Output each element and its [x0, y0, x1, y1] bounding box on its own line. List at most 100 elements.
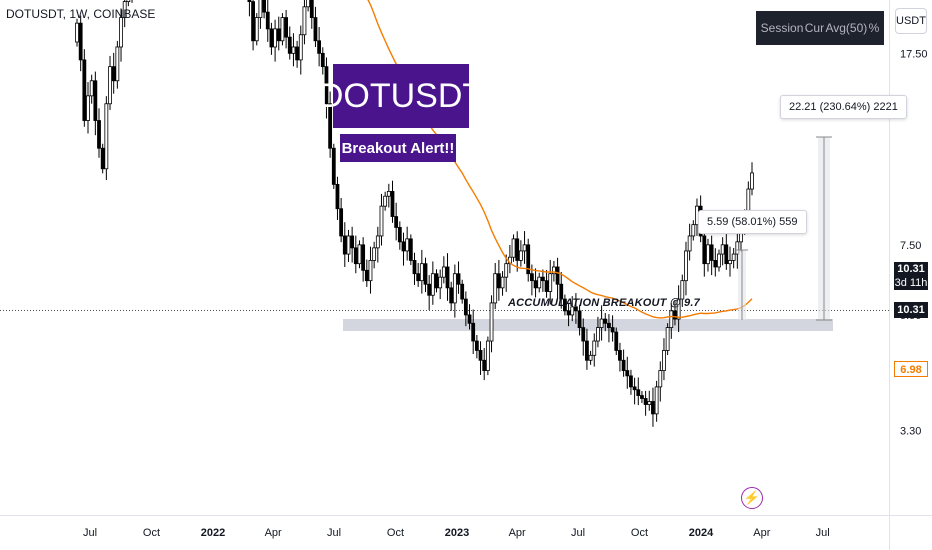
- candle-up: [75, 22, 79, 43]
- ma-value-label: 6.98: [894, 361, 928, 377]
- candle-down: [320, 52, 325, 68]
- candle-down: [460, 283, 465, 300]
- x-tick-label: Oct: [143, 527, 160, 539]
- candle-up: [552, 266, 556, 275]
- candle-up: [548, 273, 553, 292]
- candle-up: [570, 306, 575, 316]
- candle-up: [731, 253, 736, 261]
- candle-up: [115, 46, 120, 82]
- candle-up: [441, 266, 446, 278]
- moving-average-layer: [367, 0, 753, 319]
- candle-down: [544, 280, 549, 292]
- candle-down: [434, 273, 439, 289]
- accumulation-breakout-label: ACCUMULATION BREAKOUT @ 9.7: [508, 297, 700, 309]
- candle-down: [629, 375, 633, 388]
- candle-up: [750, 172, 754, 190]
- candle-down: [353, 247, 358, 265]
- toolbar-session[interactable]: Session: [760, 21, 804, 35]
- candle-down: [724, 244, 729, 265]
- candle-down: [577, 310, 582, 329]
- toolbar-percent[interactable]: %: [868, 21, 880, 35]
- candle-up: [346, 235, 351, 255]
- candle-down: [651, 401, 655, 415]
- candle-up: [500, 276, 505, 289]
- candle-down: [610, 327, 615, 333]
- candle-up: [383, 195, 388, 207]
- candle-up: [122, 1, 127, 18]
- current-price-label: 10.31: [894, 262, 928, 276]
- candle-down: [709, 244, 714, 261]
- x-tick-label: Apr: [265, 527, 282, 539]
- candle-up: [438, 276, 443, 289]
- x-tick-label: Oct: [387, 527, 404, 539]
- candle-up: [405, 238, 410, 252]
- candle-down: [496, 273, 501, 289]
- candle-down: [313, 17, 318, 42]
- candle-down: [515, 238, 520, 261]
- candle-down: [526, 244, 531, 275]
- candle-down: [540, 276, 545, 282]
- candle-down: [643, 398, 648, 405]
- candle-up: [291, 46, 296, 54]
- candle-up: [662, 350, 666, 371]
- currency-unit-button[interactable]: USDT: [895, 8, 927, 34]
- candle-down: [328, 103, 333, 149]
- candle-down: [339, 208, 344, 237]
- lightning-icon[interactable]: ⚡: [741, 487, 763, 509]
- candle-down: [269, 28, 274, 48]
- x-tick-label: 2022: [201, 527, 225, 539]
- candle-down: [97, 120, 101, 149]
- candle-up: [684, 250, 688, 282]
- candle-down: [309, 0, 314, 18]
- candle-down: [284, 17, 289, 38]
- candle-up: [735, 241, 740, 255]
- candle-up: [658, 370, 663, 388]
- candle-up: [372, 247, 377, 261]
- candle-up: [706, 244, 710, 265]
- candle-up: [522, 244, 527, 252]
- candle-down: [482, 359, 487, 371]
- x-tick-label: Jul: [83, 527, 97, 539]
- candle-down: [111, 66, 116, 82]
- candle-up: [493, 273, 498, 304]
- symbol-title: DOTUSDT, 1W, COINBASE: [6, 7, 156, 21]
- candle-up: [419, 263, 424, 282]
- x-tick-label: Jul: [327, 527, 341, 539]
- candle-up: [720, 244, 725, 255]
- candle-down: [335, 183, 340, 210]
- badge-subtitle: Breakout Alert!!: [340, 134, 456, 162]
- candle-down: [100, 147, 105, 170]
- measure-lines-layer: [736, 136, 832, 321]
- candle-down: [449, 287, 454, 304]
- candle-down: [603, 318, 608, 324]
- candle-down: [78, 22, 83, 61]
- accumulation-zone-layer: [343, 319, 833, 331]
- candle-down: [317, 40, 322, 54]
- candle-down: [463, 298, 468, 316]
- candle-up: [676, 298, 681, 320]
- candle-down: [559, 283, 564, 300]
- candle-down: [412, 260, 417, 275]
- candle-up: [691, 224, 696, 237]
- toolbar-avg[interactable]: Avg(50): [825, 21, 868, 35]
- candle-down: [324, 66, 329, 105]
- candle-down: [563, 298, 567, 312]
- candle-up: [89, 80, 94, 97]
- candle-up: [119, 17, 123, 48]
- candle-up: [386, 191, 391, 197]
- candle-up: [654, 386, 659, 415]
- candle-down: [607, 322, 611, 329]
- candle-down: [276, 28, 281, 42]
- y-tick-label: 3.30: [900, 425, 921, 437]
- candle-down: [581, 327, 586, 342]
- measure-label-small: 5.59 (58.01%) 559: [698, 210, 807, 234]
- candle-up: [717, 253, 721, 268]
- badge-title: DOTUSDT: [319, 64, 483, 128]
- candle-up: [489, 302, 494, 342]
- candle-down: [265, 11, 270, 30]
- toolbar-cur[interactable]: Cur: [804, 21, 825, 35]
- candle-up: [665, 327, 670, 351]
- candle-down: [614, 331, 619, 351]
- candle-down: [456, 273, 461, 285]
- candle-up: [669, 310, 674, 329]
